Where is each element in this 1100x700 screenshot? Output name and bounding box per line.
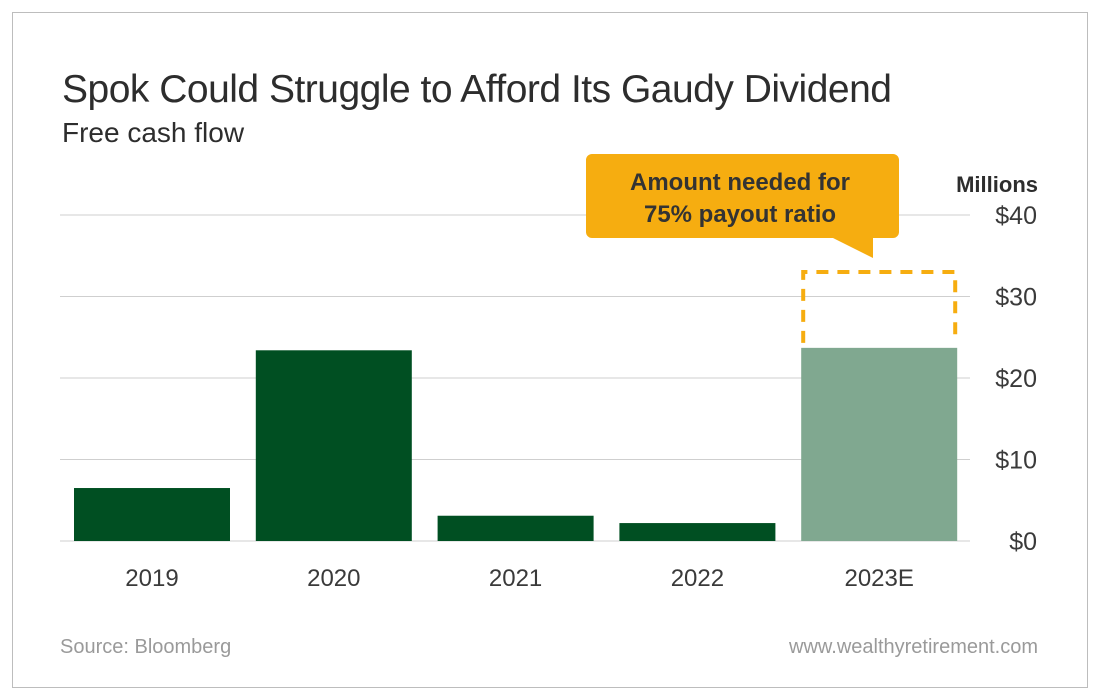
bar-2020 [255,350,412,541]
y-tick-label: $20 [995,365,1037,393]
source-note: Source: Bloomberg [60,636,232,658]
y-tick-label: $10 [995,447,1037,475]
bar-2023E [801,347,958,541]
chart-frame [12,12,1088,688]
annotation-text: Amount needed for [630,169,850,196]
x-tick-label: 2020 [307,565,360,592]
y-tick-label: $30 [995,284,1037,312]
chart-title: Spok Could Struggle to Afford Its Gaudy … [62,68,892,111]
annotation-callout [586,154,899,258]
y-axis-unit-label: Millions [956,172,1038,197]
bar-2021 [437,515,594,541]
x-tick-label: 2022 [671,565,724,592]
website-credit: www.wealthyretirement.com [789,636,1038,658]
bar-2019 [74,488,230,541]
x-tick-label: 2021 [489,565,542,592]
x-tick-label: 2019 [125,565,178,592]
annotation-text: 75% payout ratio [644,201,836,228]
chart-subtitle: Free cash flow [62,117,245,148]
x-tick-label: 2023E [844,565,913,592]
y-tick-label: $40 [995,202,1037,230]
bar-2022 [619,523,776,541]
y-tick-label: $0 [1009,528,1037,556]
target-dashed-outline [801,270,958,343]
